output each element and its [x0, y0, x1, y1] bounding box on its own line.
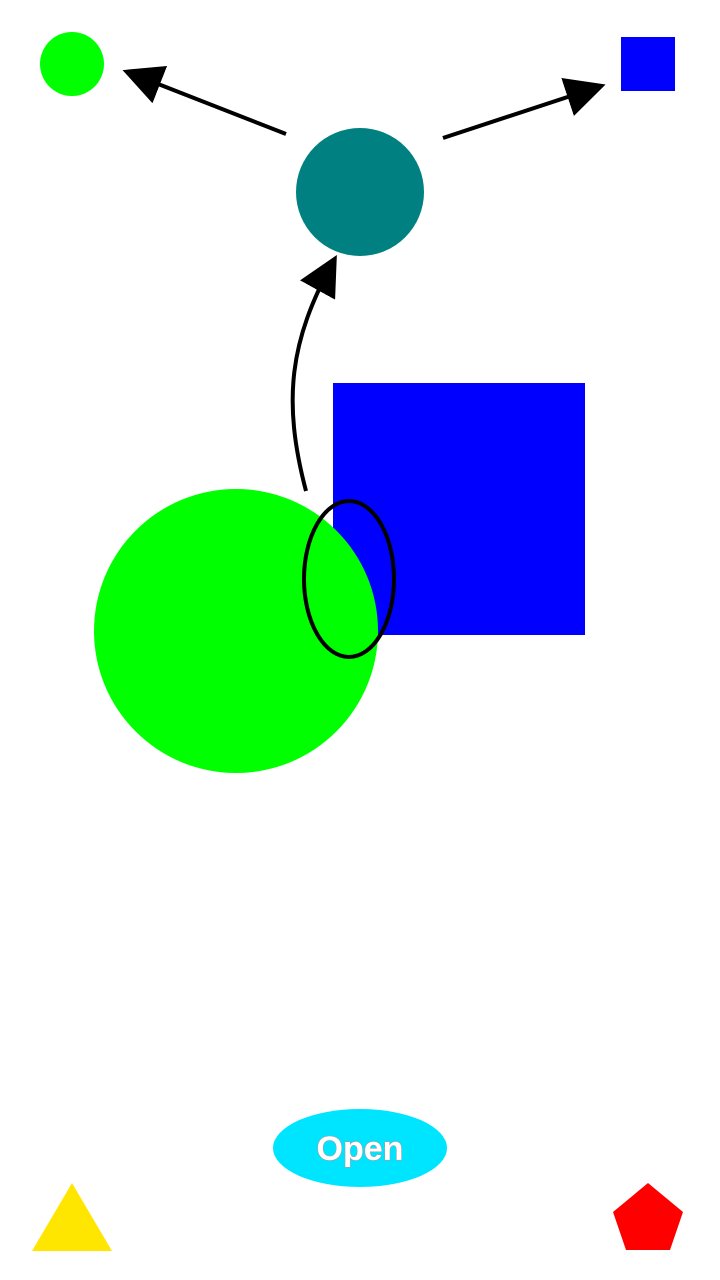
open-button-background [273, 1109, 447, 1187]
open-button-label: Open [317, 1130, 404, 1168]
arrow-to-green-circle [122, 66, 287, 136]
teal-circle [296, 128, 424, 256]
arrow-to-blue-square [442, 78, 606, 140]
large-blue-square [333, 383, 585, 635]
small-blue-square [621, 37, 675, 91]
small-green-circle [40, 32, 104, 96]
red-pentagon [613, 1183, 683, 1250]
yellow-triangle [32, 1183, 112, 1251]
overlap-ellipse [302, 499, 396, 659]
curved-arrow-to-teal-circle [290, 254, 337, 492]
open-button[interactable]: Open [273, 1109, 447, 1187]
large-green-circle [94, 489, 378, 773]
